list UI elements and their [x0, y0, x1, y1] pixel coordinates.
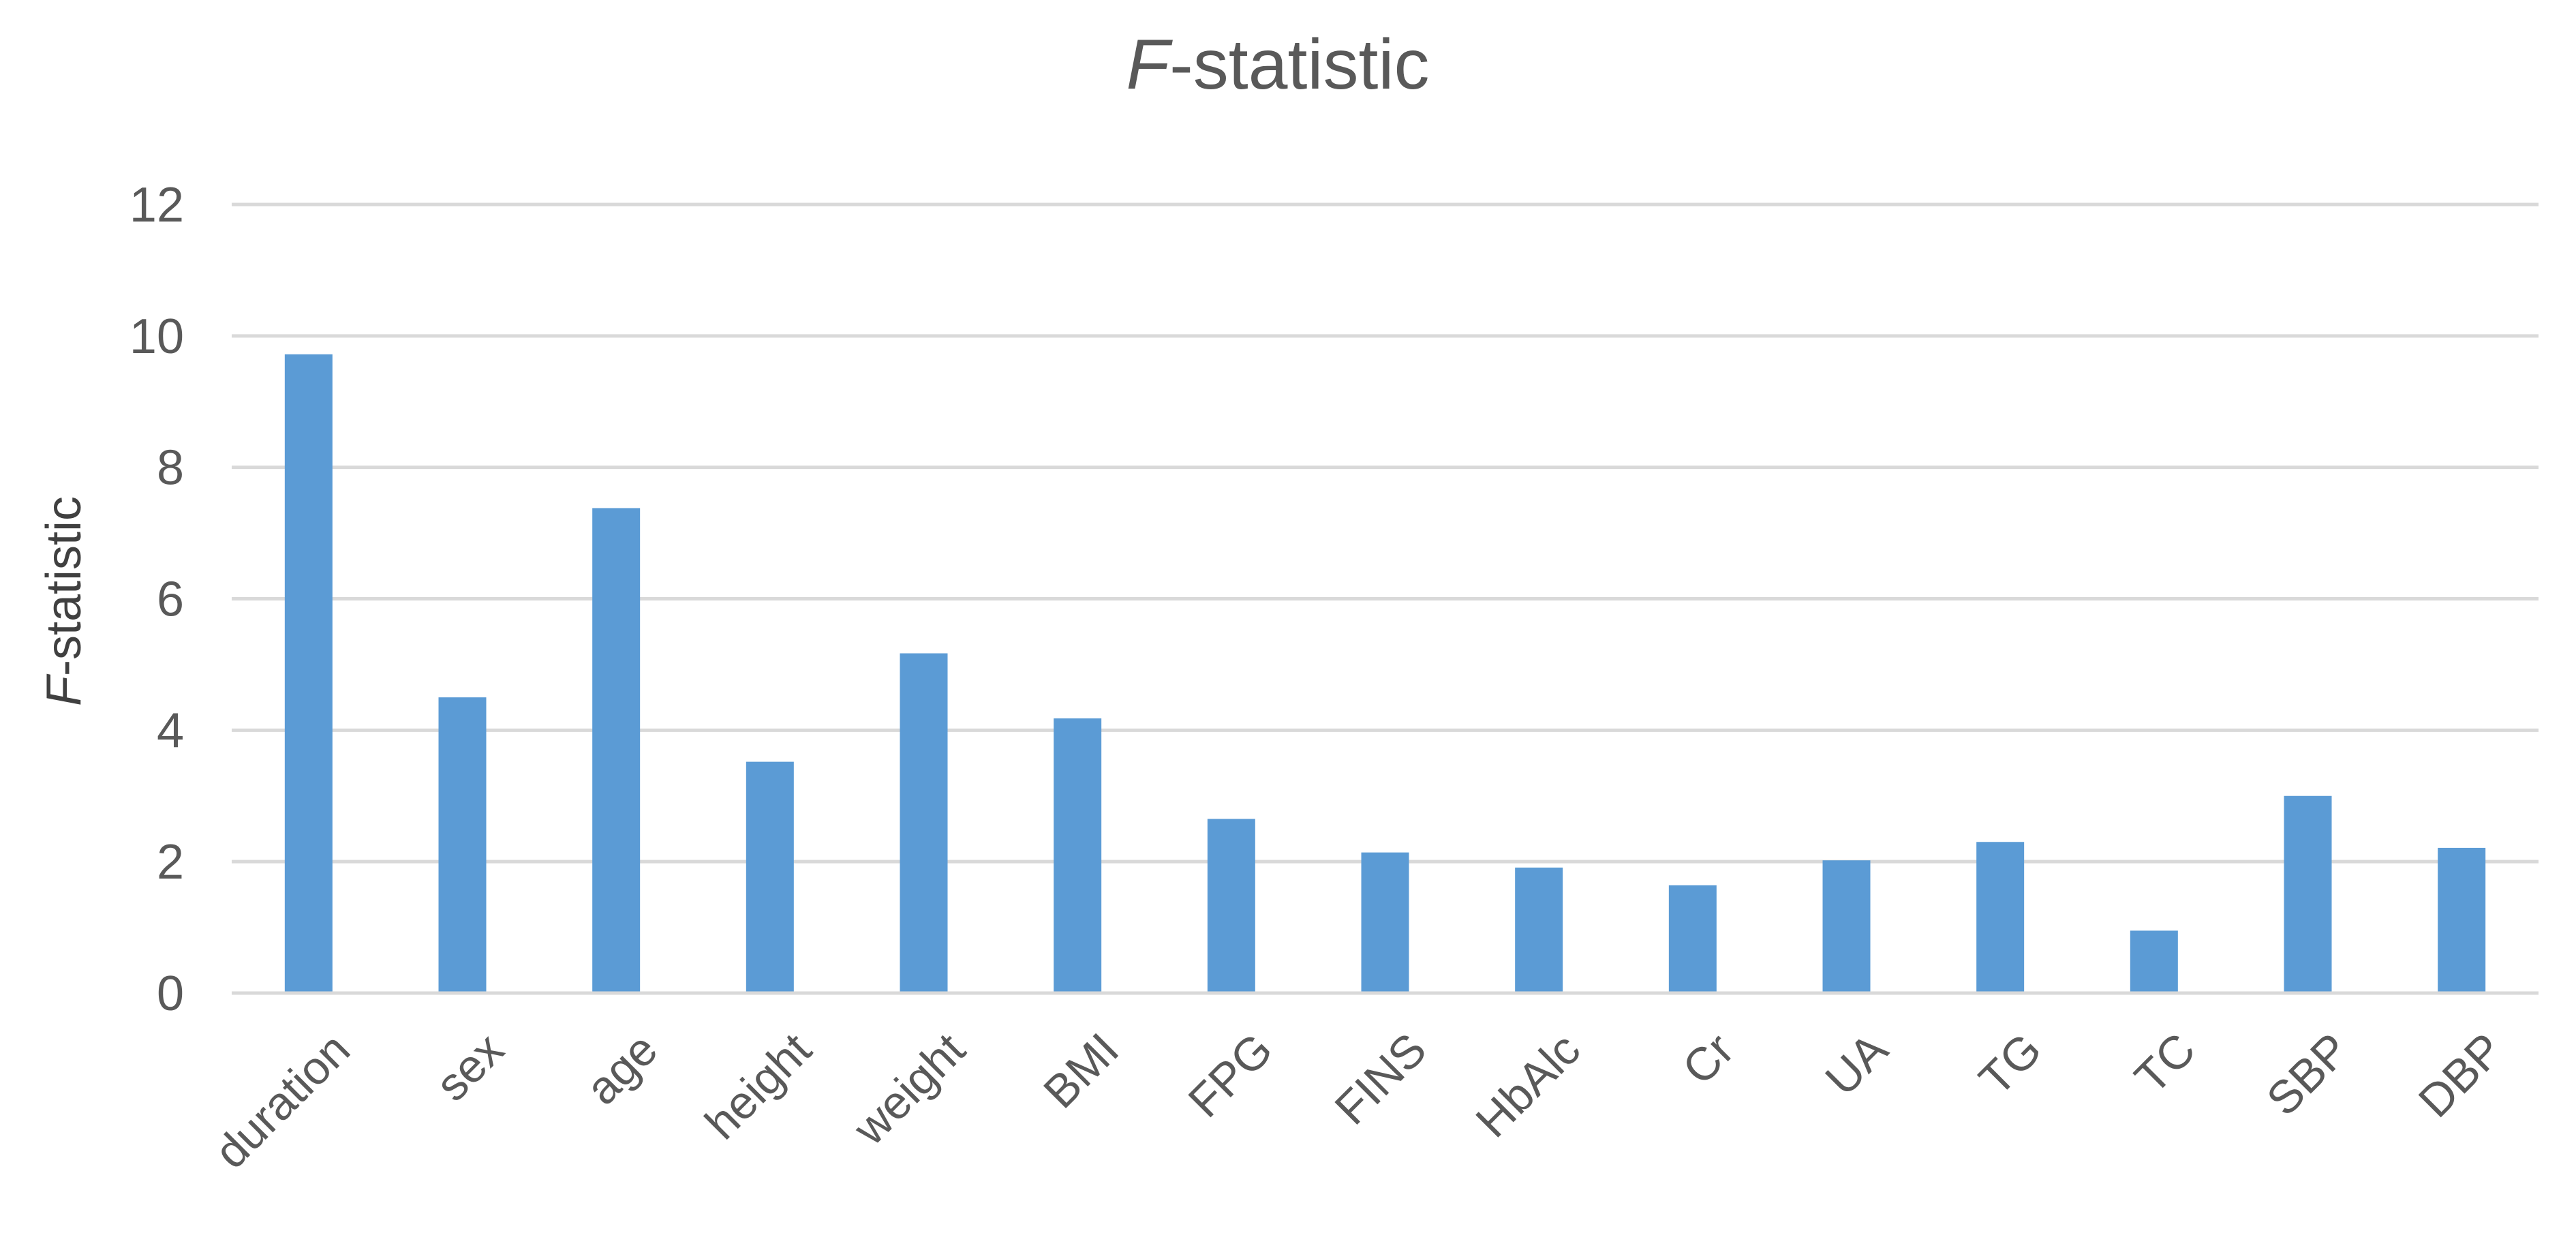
bars [284, 354, 2486, 993]
chart-title-italic: F [1126, 25, 1174, 104]
x-tick-label-fpg: FPG [1178, 1023, 1283, 1127]
chart-title: F-statistic [1126, 25, 1430, 104]
x-tick-label-tc: TC [2125, 1023, 2205, 1103]
y-axis-ticks: 0 2 4 6 8 10 12 [129, 178, 184, 1021]
x-tick-label-fins: FINS [1325, 1023, 1436, 1134]
bar-hbalc [1515, 867, 1563, 993]
y-tick-label: 8 [157, 441, 184, 496]
y-axis-label: F-statistic [37, 496, 91, 706]
bar-sex [438, 697, 487, 993]
bar-tc [2130, 930, 2178, 993]
bar-ua [1822, 860, 1871, 993]
bar-bmi [1054, 718, 1102, 993]
x-tick-label-weight: weight [843, 1023, 975, 1155]
bar-dbp [2438, 847, 2486, 993]
bar-weight [900, 653, 948, 993]
y-tick-label: 10 [129, 309, 184, 364]
x-tick-label-hbalc: HbAlc [1466, 1023, 1590, 1147]
x-tick-label-sbp: SBP [2257, 1023, 2359, 1125]
y-axis-label-rest: -statistic [37, 496, 91, 676]
y-tick-label: 2 [157, 835, 184, 889]
x-tick-label-duration: duration [204, 1023, 360, 1178]
x-tick-label-dbp: DBP [2409, 1023, 2513, 1127]
bar-fins [1361, 852, 1409, 993]
bar-fpg [1207, 819, 1255, 993]
chart-title-rest: -statistic [1169, 25, 1429, 104]
x-tick-label-bmi: BMI [1034, 1023, 1129, 1118]
bar-cr [1668, 885, 1717, 993]
x-tick-label-tg: TG [1969, 1023, 2052, 1106]
x-tick-label-age: age [576, 1023, 667, 1114]
x-axis-ticks: duration sex age height weight BMI FPG FINS HbAl… [204, 1023, 2513, 1178]
y-tick-label: 6 [157, 573, 184, 627]
x-tick-label-cr: Cr [1672, 1023, 1743, 1094]
y-tick-label: 12 [129, 178, 184, 232]
x-tick-label-sex: sex [426, 1023, 514, 1111]
bar-age [592, 508, 641, 993]
y-tick-label: 4 [157, 703, 184, 758]
bar-duration [284, 354, 333, 993]
bar-tg [1976, 842, 2025, 993]
y-tick-label: 0 [157, 966, 184, 1021]
x-tick-label-height: height [695, 1023, 821, 1149]
bar-sbp [2284, 795, 2332, 993]
y-axis-label-italic: F [37, 673, 91, 706]
bar-height [746, 761, 794, 993]
gridlines [232, 202, 2539, 864]
x-tick-label-ua: UA [1815, 1023, 1898, 1106]
